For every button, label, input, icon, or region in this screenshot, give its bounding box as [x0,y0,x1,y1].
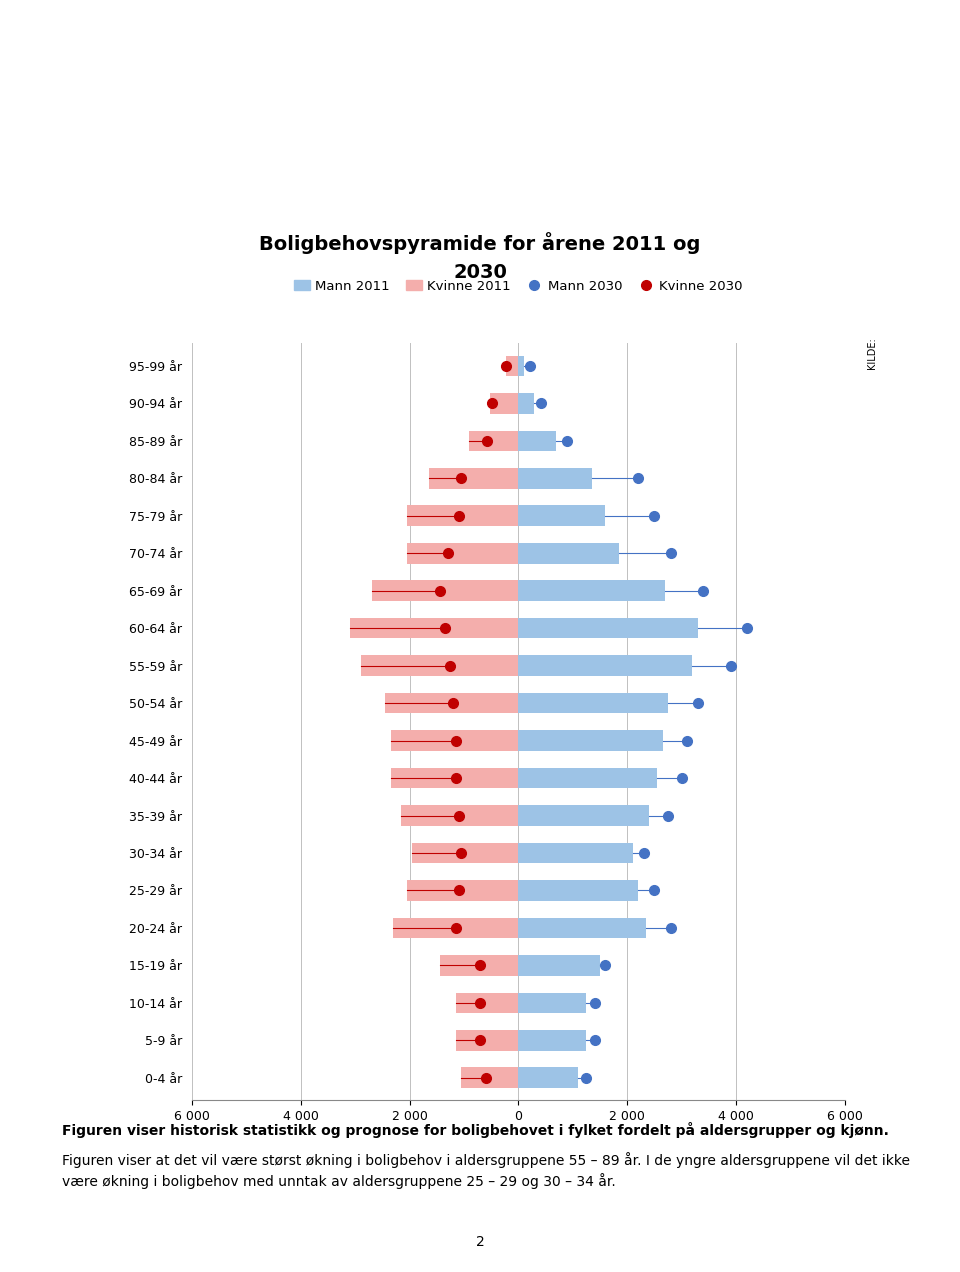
Text: Boligbehovspyramide for årene 2011 og: Boligbehovspyramide for årene 2011 og [259,233,701,254]
Bar [469,430,518,452]
Bar [518,468,592,488]
Bar [518,543,619,563]
Bar [518,618,698,639]
Bar [518,693,668,714]
Bar [518,730,662,750]
Bar [361,655,518,675]
Bar [407,543,518,563]
Bar [462,1067,518,1088]
Bar [407,880,518,901]
Bar [518,1067,578,1088]
Bar [429,468,518,488]
Text: Figuren viser at det vil være størst økning i boligbehov i aldersgruppene 55 – 8: Figuren viser at det vil være størst økn… [62,1152,910,1169]
Bar [491,393,518,413]
Bar [518,805,649,826]
Bar [518,393,534,413]
Bar [518,430,557,452]
Bar [372,580,518,602]
Bar [456,992,518,1014]
Bar [413,842,518,864]
Bar [518,880,638,901]
Text: 2030: 2030 [453,263,507,282]
Bar [385,693,518,714]
Text: Figuren viser historisk statistikk og prognose for boligbehovet i fylket fordelt: Figuren viser historisk statistikk og pr… [62,1122,889,1138]
Bar [507,356,518,377]
Bar [518,992,587,1014]
Bar [518,356,524,377]
Bar [401,805,518,826]
Bar [394,917,518,939]
Bar [349,618,518,639]
Bar [518,505,606,527]
Bar [518,1030,587,1051]
Bar [518,655,692,675]
Text: KILDE:: KILDE: [867,337,876,369]
Bar [518,955,600,976]
Bar [518,917,646,939]
Text: være økning i boligbehov med unntak av aldersgruppene 25 – 29 og 30 – 34 år.: være økning i boligbehov med unntak av a… [62,1173,616,1189]
Bar [391,768,518,789]
Bar [518,768,658,789]
Bar [456,1030,518,1051]
Bar [518,580,665,602]
Bar [391,730,518,750]
Bar [440,955,518,976]
Bar [407,505,518,527]
Bar [518,842,633,864]
Legend: Mann 2011, Kvinne 2011, Mann 2030, Kvinne 2030: Mann 2011, Kvinne 2011, Mann 2030, Kvinn… [289,275,748,298]
Text: 2: 2 [475,1235,485,1249]
